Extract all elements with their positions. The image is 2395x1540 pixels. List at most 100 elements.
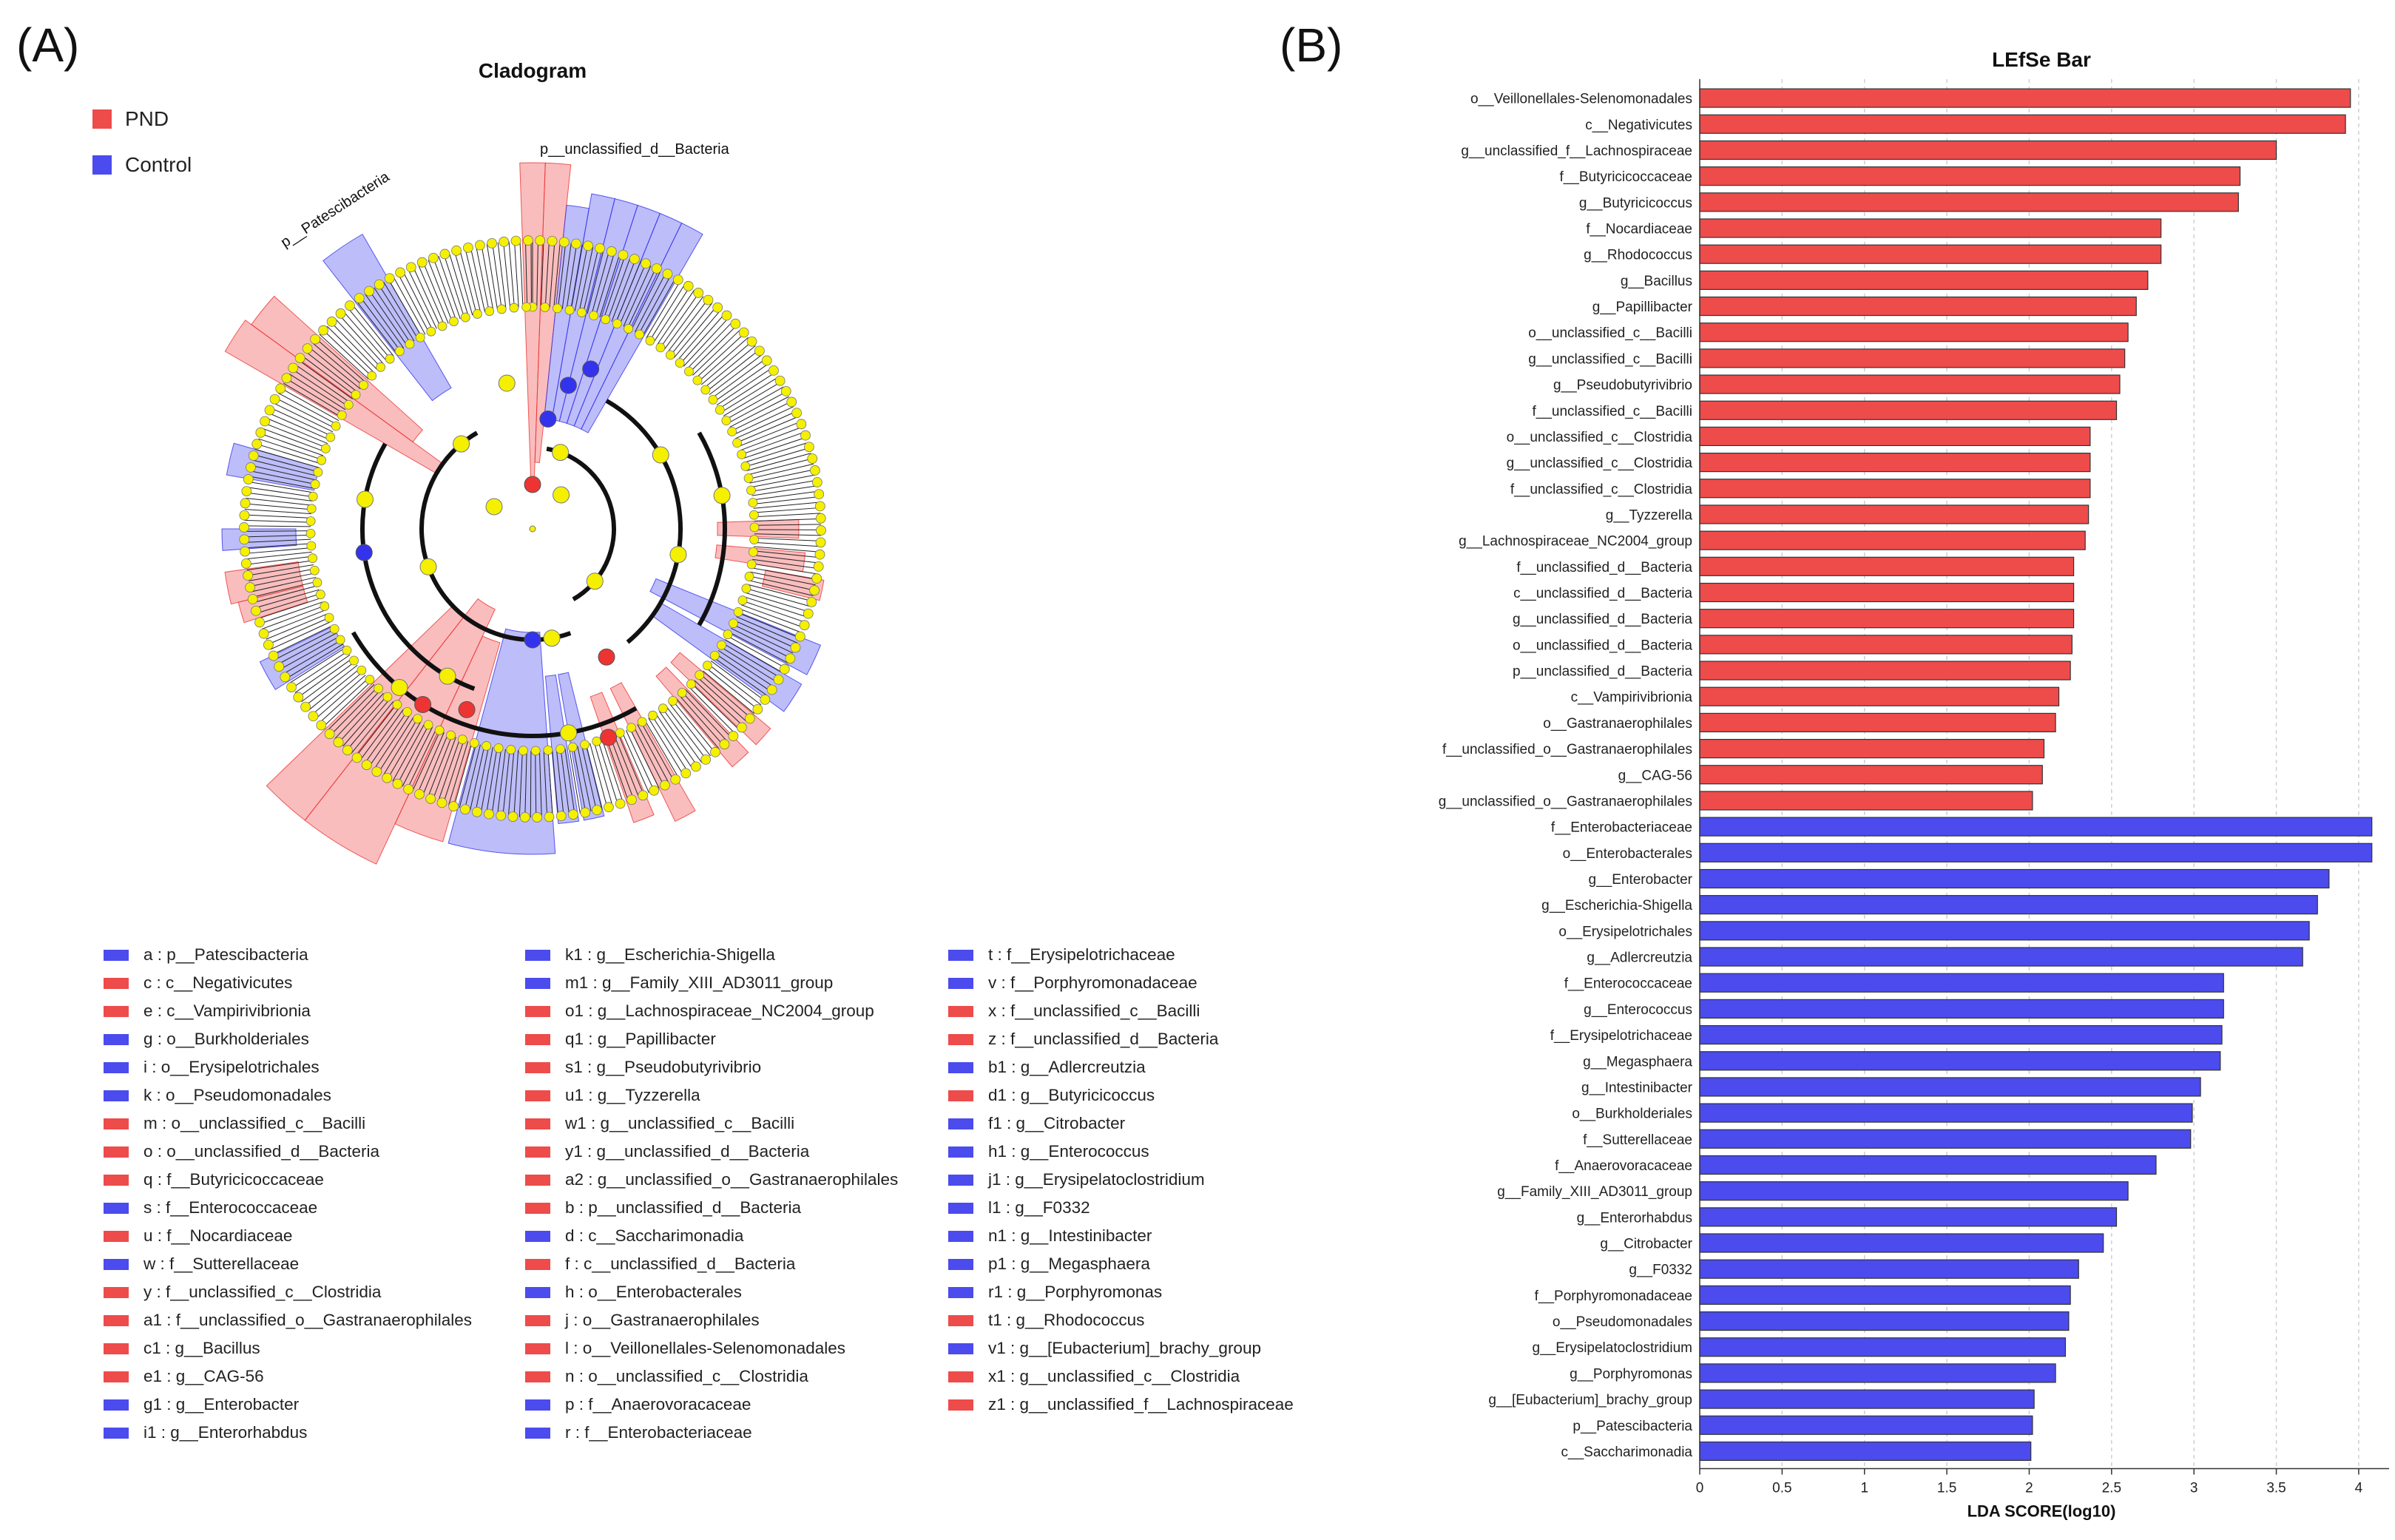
leaf-branch — [427, 735, 453, 798]
node — [472, 806, 482, 817]
node — [506, 745, 516, 754]
node — [308, 553, 318, 564]
leaf-branch — [679, 695, 724, 746]
category-label: c__Saccharimonadia — [1561, 1445, 1693, 1460]
node — [558, 237, 570, 248]
leaf-branch — [448, 252, 469, 317]
node — [305, 516, 316, 526]
bar — [1699, 1285, 2071, 1305]
category-label: g__Pseudobutyrivibrio — [1553, 378, 1692, 394]
leaf-branch — [717, 649, 774, 687]
leaf-branch — [725, 386, 784, 420]
key-item: o1 : g__Lachnospiraceae_NC2004_group — [525, 1002, 874, 1021]
leaf-branch — [382, 718, 419, 776]
category-label: g__Escherichia-Shigella — [1541, 898, 1692, 913]
node — [553, 486, 570, 504]
leaf-branch — [700, 341, 752, 385]
bar — [1699, 582, 2075, 603]
key-item: c1 : g__Bacillus — [104, 1339, 260, 1358]
leaf-branch — [342, 695, 388, 747]
bar — [1699, 1259, 2079, 1279]
leaf-branch — [412, 266, 442, 328]
key-swatch — [104, 1090, 129, 1101]
key-item: a1 : f__unclassified_o__Gastranaerophila… — [104, 1311, 472, 1330]
leaf-branch — [635, 272, 666, 333]
node — [385, 354, 395, 364]
legend-swatch-pnd — [92, 109, 112, 129]
node — [355, 544, 373, 561]
leaf-branch — [432, 737, 456, 800]
key-label: q1 : g__Papillibacter — [565, 1030, 716, 1048]
leaf-branch — [249, 476, 315, 489]
node — [749, 510, 759, 520]
node — [437, 321, 447, 331]
node — [749, 535, 760, 545]
node — [403, 784, 414, 794]
leaf-branch — [513, 750, 519, 817]
bar — [1699, 1024, 2223, 1045]
key-item: d : c__Saccharimonadia — [525, 1226, 743, 1246]
node — [306, 541, 317, 551]
clade-arc — [605, 399, 683, 644]
key-swatch — [525, 1343, 550, 1354]
key-label: c : c__Negativicutes — [143, 973, 293, 992]
node — [361, 760, 372, 770]
node — [580, 807, 590, 818]
key-item: z : f__unclassified_d__Bacteria — [948, 1030, 1218, 1049]
key-item: d1 : g__Butyricicoccus — [948, 1086, 1155, 1105]
leaf-branch — [262, 428, 325, 452]
node — [351, 390, 361, 400]
category-label: o__unclassified_c__Clostridia — [1507, 430, 1693, 445]
leaf-branch — [619, 263, 646, 325]
node — [439, 667, 456, 685]
node — [343, 399, 354, 410]
node — [721, 310, 732, 321]
node — [665, 350, 675, 360]
leaf-branch — [753, 501, 820, 509]
leaf-branch — [692, 328, 741, 376]
key-swatch — [948, 1090, 973, 1101]
key-swatch — [525, 1005, 550, 1017]
node — [243, 474, 254, 484]
leaf-branch — [609, 736, 635, 800]
node — [530, 746, 541, 756]
leaf-branch — [308, 346, 361, 390]
leaf-branch — [754, 513, 821, 518]
leaf-branch — [754, 538, 821, 541]
leaf-branch — [315, 338, 366, 383]
node — [652, 446, 669, 464]
leaf-branch — [666, 706, 707, 760]
node — [487, 237, 497, 249]
leaf-branch — [555, 749, 564, 816]
category-label: g__Papillibacter — [1592, 300, 1693, 315]
category-label: f__Enterobacteriaceae — [1551, 820, 1692, 836]
leaf-branch — [253, 454, 319, 473]
category-label: f__Erysipelotrichaceae — [1550, 1028, 1692, 1044]
leaf-branch — [615, 261, 641, 324]
node — [426, 326, 436, 337]
category-label: g__Enterorhabdus — [1577, 1210, 1692, 1226]
leaf-branch — [319, 334, 369, 380]
leaf-branch — [745, 448, 810, 467]
leaf-branch — [270, 621, 331, 650]
node — [672, 274, 683, 286]
node — [522, 235, 533, 246]
node — [595, 243, 605, 254]
leaf-branch — [491, 748, 502, 815]
leaf-branch — [351, 701, 394, 754]
leaf-branch — [642, 277, 676, 337]
node — [809, 465, 820, 476]
leaf-branch — [383, 281, 419, 340]
key-swatch — [525, 1146, 550, 1158]
node — [615, 728, 625, 738]
leaf-branch — [260, 601, 323, 624]
key-label: v1 : g__[Eubacterium]_brachy_group — [988, 1339, 1261, 1357]
leaf-branch — [283, 640, 341, 675]
leaf-branch — [740, 604, 804, 628]
key-label: i1 : g__Enterorhabdus — [143, 1423, 308, 1442]
leaf-branch — [739, 608, 803, 633]
clade-sector — [322, 233, 452, 402]
leaf-branch — [304, 664, 358, 706]
leaf-branch — [708, 663, 762, 706]
key-label: g : o__Burkholderiales — [143, 1030, 309, 1048]
